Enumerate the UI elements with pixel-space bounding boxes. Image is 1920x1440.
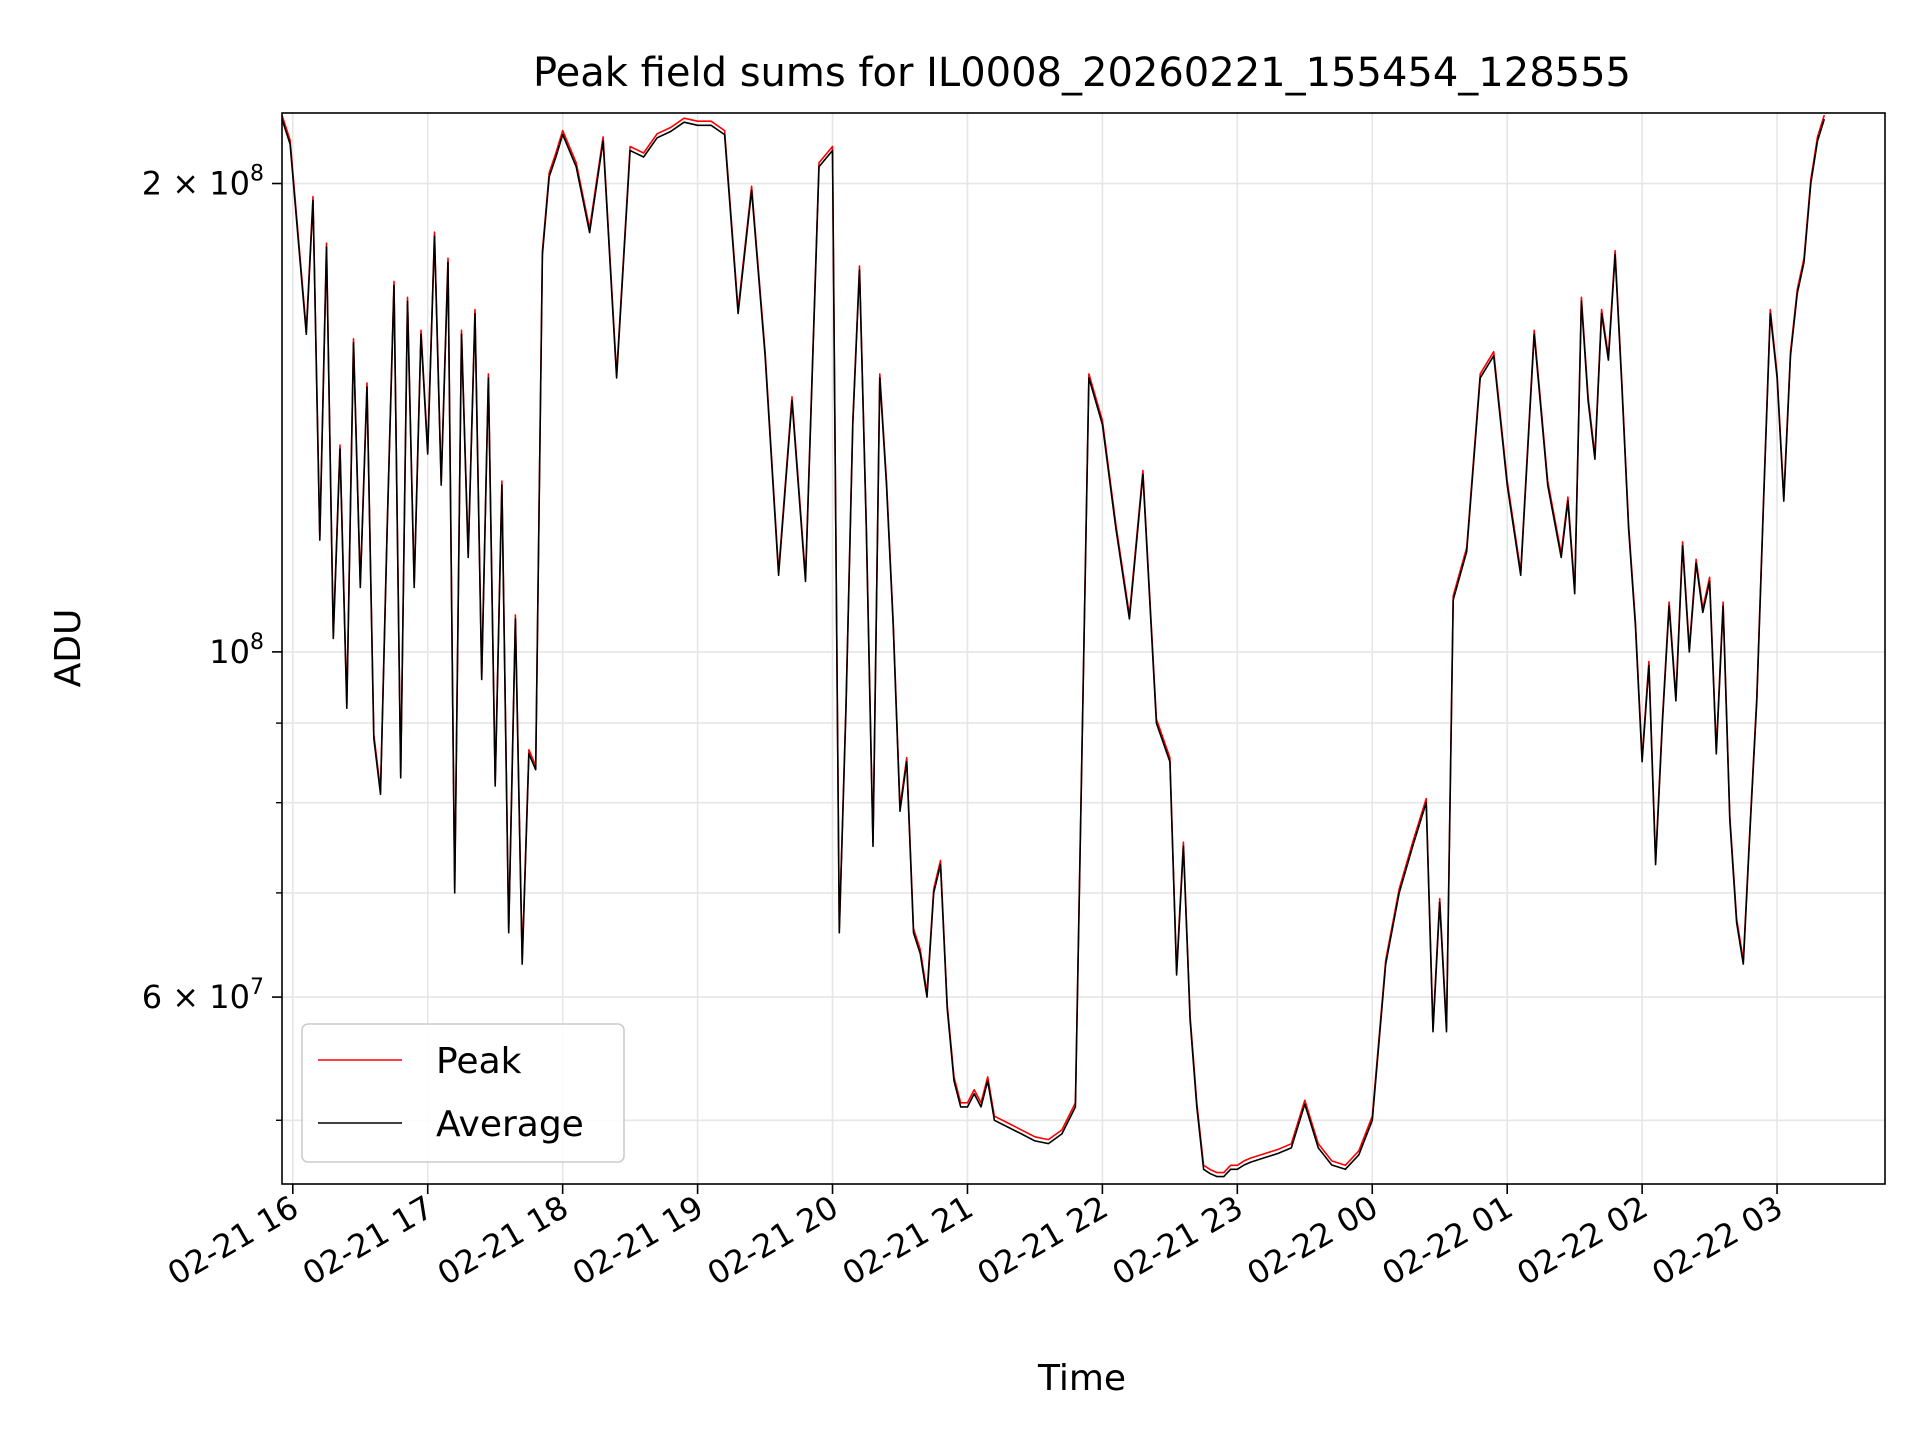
legend-label-peak: Peak	[436, 1041, 522, 1082]
y-axis-label: ADU	[48, 609, 89, 688]
y-tick-label: 2 × 108	[142, 162, 264, 203]
chart-title: Peak field sums for IL0008_20260221_1554…	[533, 50, 1631, 96]
legend-box	[301, 1023, 625, 1163]
y-axis: 2 × 108 108 6 × 107	[142, 162, 282, 1121]
series-layer	[281, 114, 1826, 1178]
legend: Peak Average	[301, 1023, 625, 1163]
legend-label-average: Average	[436, 1104, 584, 1145]
series-line-average	[281, 118, 1826, 1178]
y-tick-label: 6 × 107	[142, 975, 264, 1016]
plot-frame	[281, 112, 1886, 1185]
y-tick-label: 108	[209, 630, 264, 671]
x-axis-label: Time	[1037, 1358, 1126, 1399]
